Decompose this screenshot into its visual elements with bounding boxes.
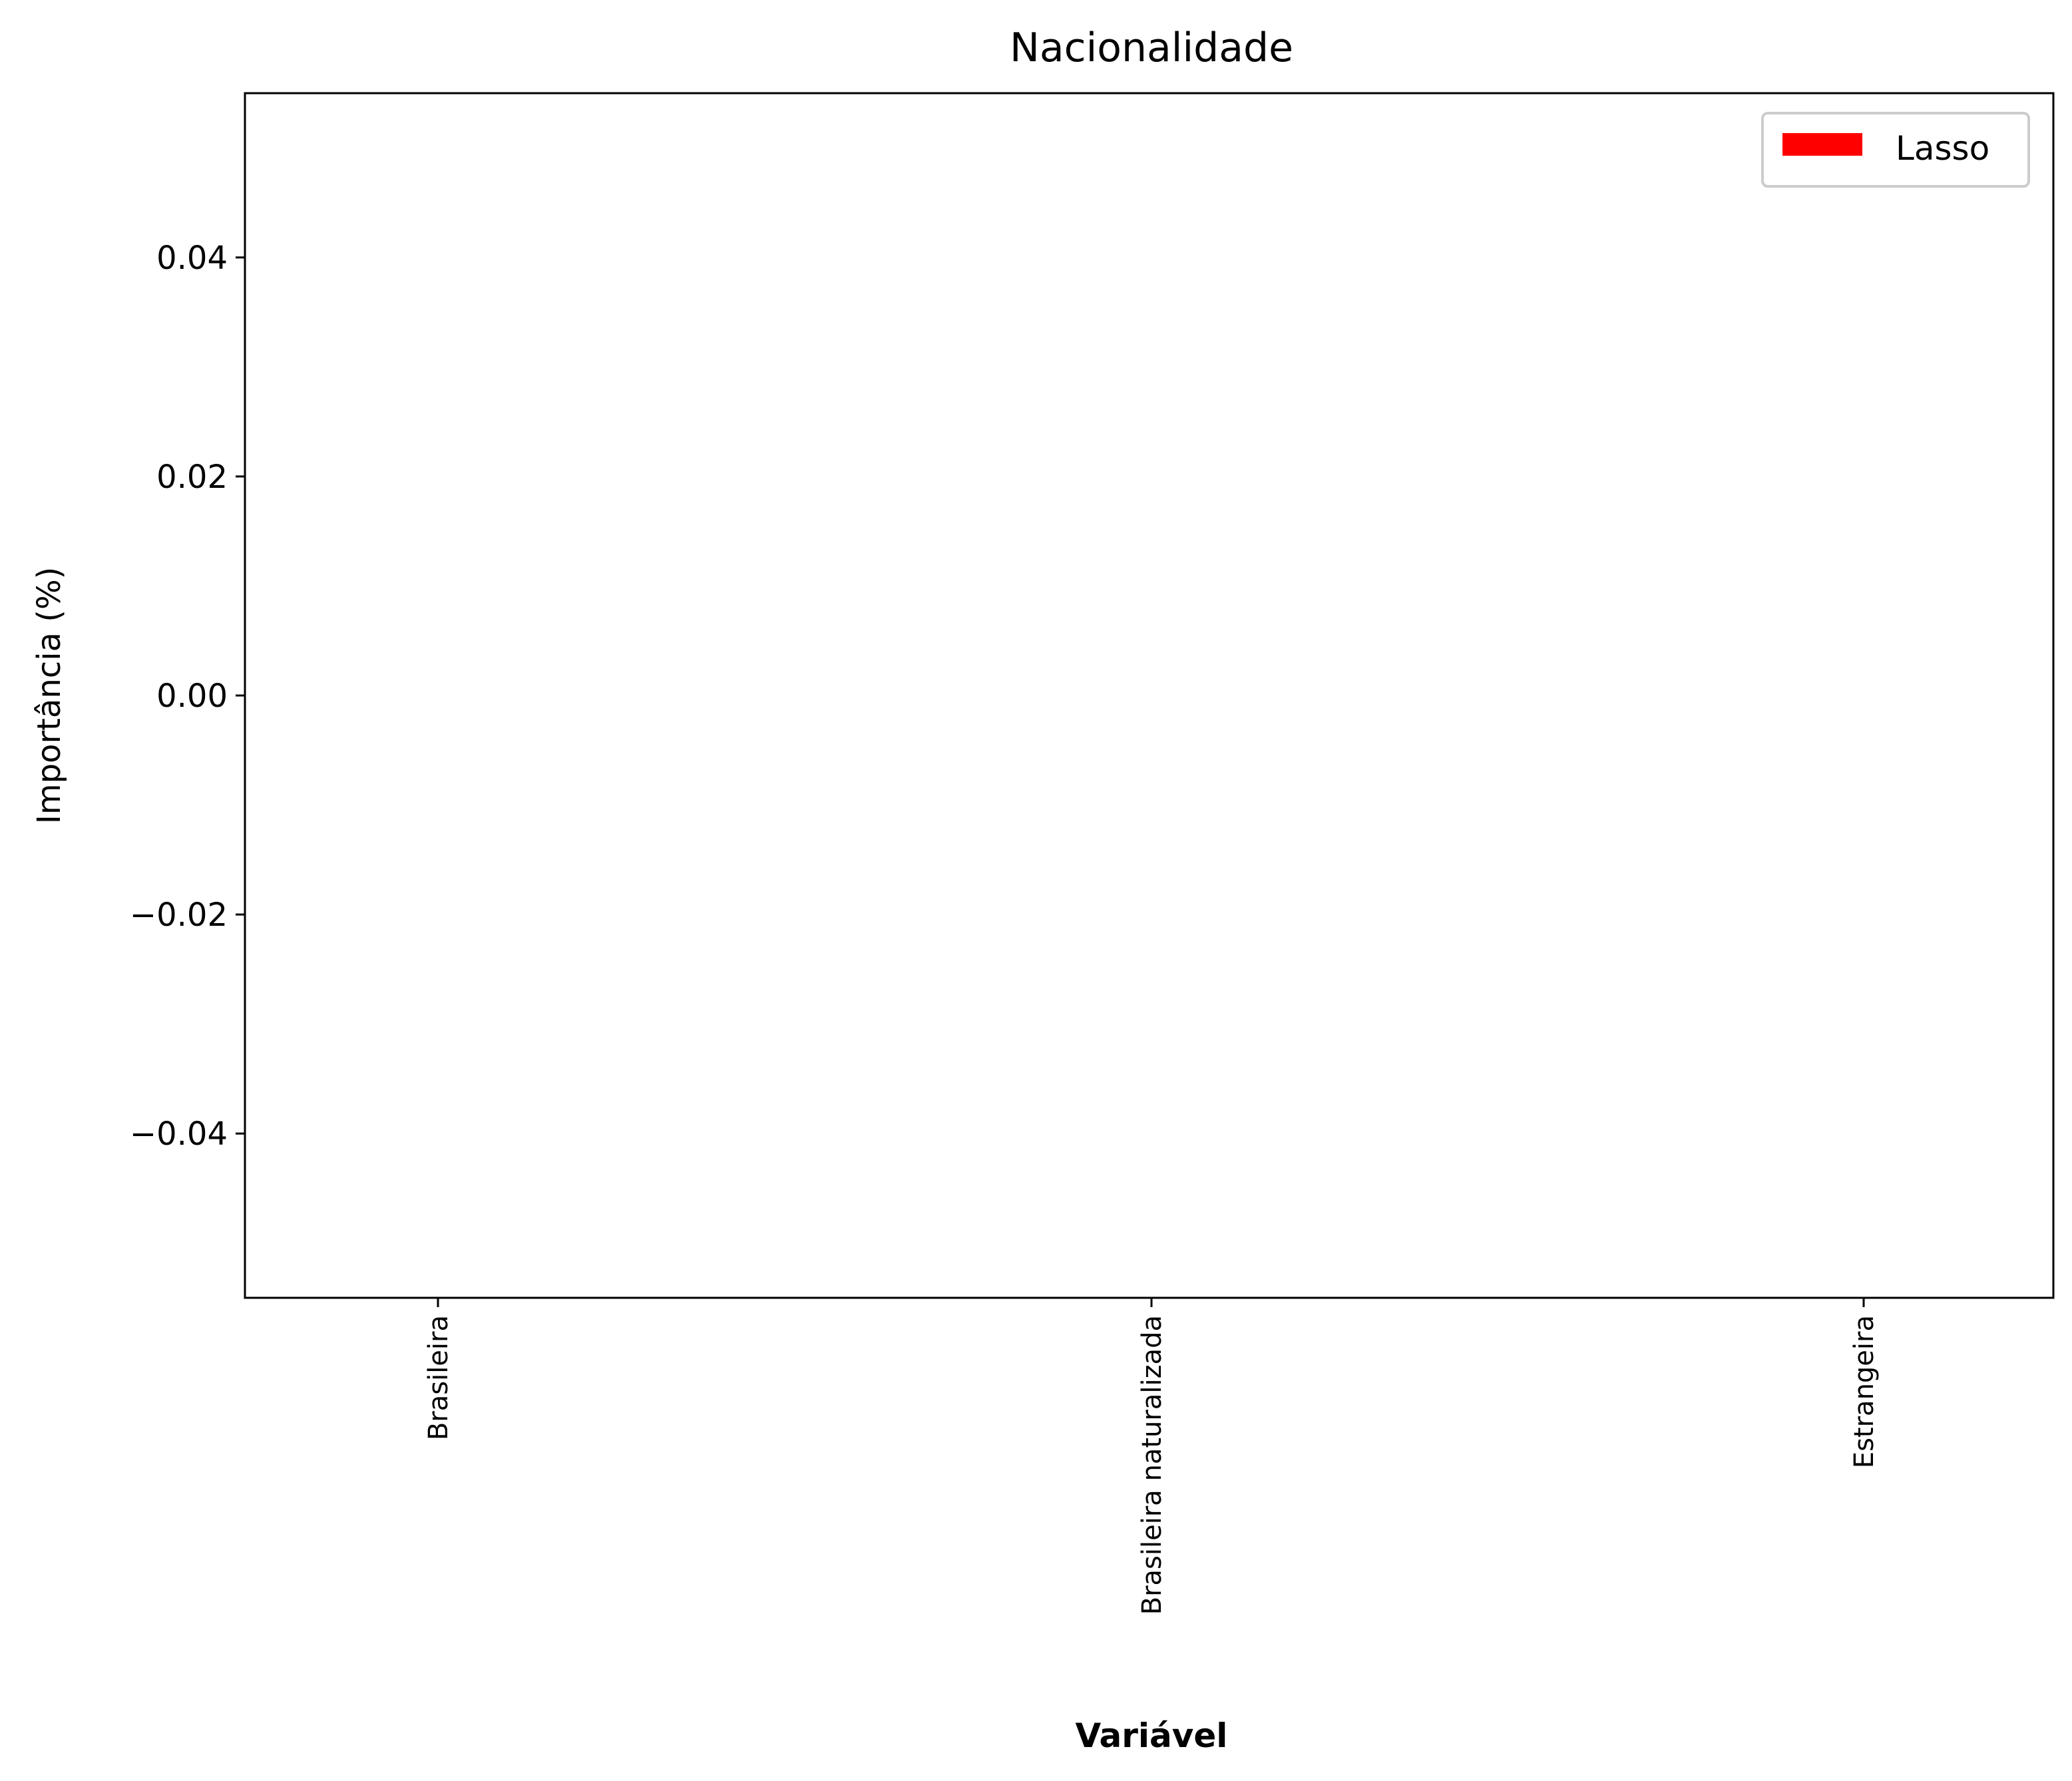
y-tick-label: 0.00 <box>156 678 228 715</box>
x-axis: Brasileira Brasileira naturalizada Estrang… <box>423 1298 1880 1615</box>
y-tick-label: −0.04 <box>130 1115 228 1153</box>
x-tick-label: Estrangeira <box>1849 1315 1880 1468</box>
legend: Lasso <box>1761 112 2030 188</box>
legend-label-lasso: Lasso <box>1896 129 1989 168</box>
legend-swatch-lasso <box>1782 133 1862 156</box>
y-axis-label: Importância (%) <box>31 567 68 825</box>
chart-title: Nacionalidade <box>1010 25 1293 71</box>
y-tick-label: 0.04 <box>156 240 228 277</box>
x-axis-label: Variável <box>1076 1716 1228 1755</box>
x-tick-label: Brasileira <box>423 1315 454 1440</box>
y-tick-label: −0.02 <box>130 896 228 934</box>
legend-box <box>1761 112 2030 188</box>
x-tick-label: Brasileira naturalizada <box>1137 1315 1167 1615</box>
y-tick-label: 0.02 <box>156 459 228 496</box>
y-axis: 0.04 0.02 0.00 −0.02 −0.04 <box>130 240 245 1153</box>
